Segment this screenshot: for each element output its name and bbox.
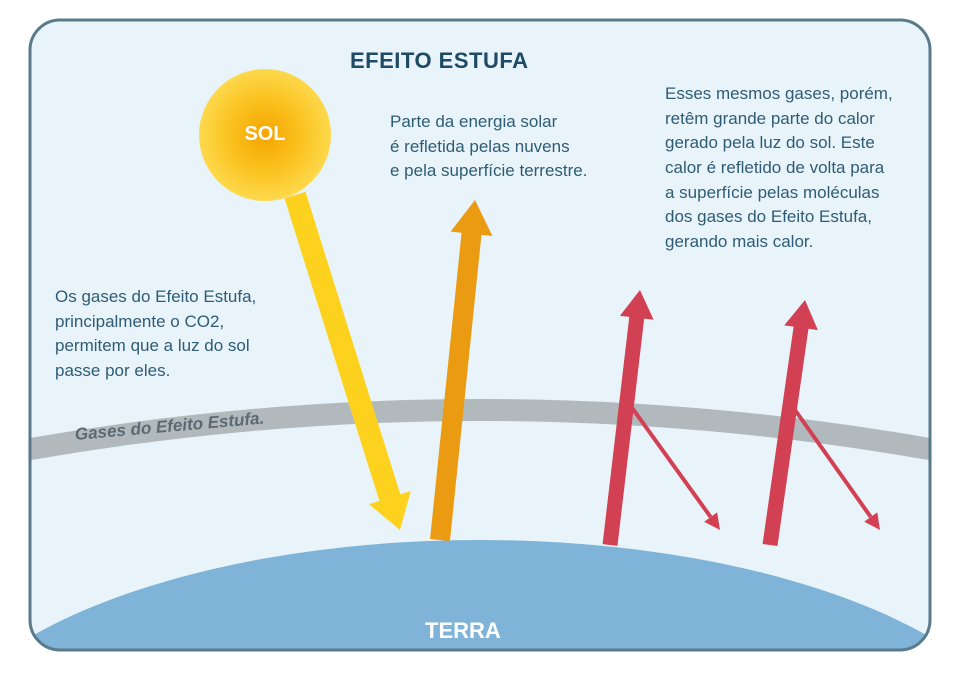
- caption-left: Os gases do Efeito Estufa, principalment…: [55, 285, 315, 384]
- caption-center: Parte da energia solar é refletida pelas…: [390, 110, 650, 184]
- diagram-stage: EFEITO ESTUFA SOL Gases do Efeito Estufa…: [0, 0, 960, 691]
- sun-label: SOL: [235, 123, 295, 146]
- caption-right: Esses mesmos gases, porém, retêm grande …: [665, 82, 935, 254]
- earth-label: TERRA: [425, 618, 501, 644]
- diagram-title: EFEITO ESTUFA: [350, 48, 528, 74]
